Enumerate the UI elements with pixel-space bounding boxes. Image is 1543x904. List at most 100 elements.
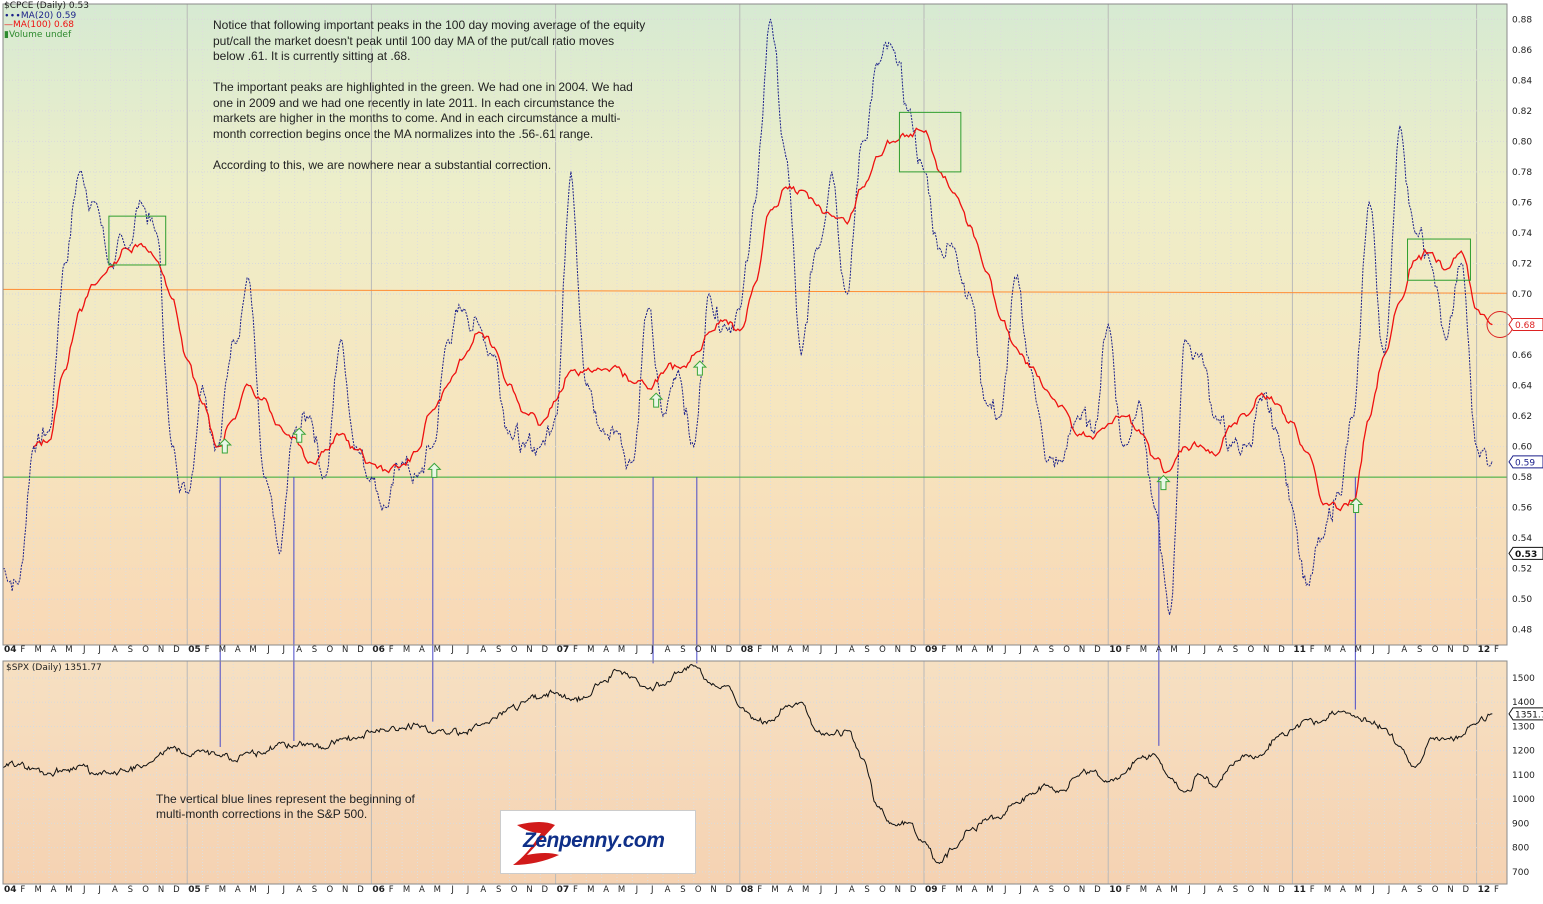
time-axis-label: A [296,885,302,895]
time-axis-label: 05 [188,885,201,895]
spx-point [1046,784,1048,786]
spx-point [1092,770,1094,772]
top-y-tick-label: 0.60 [1512,443,1532,453]
time-axis-label: F [757,645,762,655]
ma100-point [1015,346,1017,348]
time-axis-label: J [97,885,101,895]
bottom-y-tick-label: 1200 [1512,747,1535,757]
spx-point [416,723,418,725]
ma20-point [1245,446,1247,448]
time-axis-label: J [1371,885,1375,895]
top-y-tick-label: 0.80 [1512,137,1532,147]
ma100-point [493,346,495,348]
ma20-point [217,446,219,448]
spx-point [1414,766,1416,768]
bottom-y-tick-label: 1400 [1512,698,1535,708]
ma20-point [1414,232,1416,234]
ma20-point [708,293,710,295]
ma100-point [109,265,112,268]
ma100-point [1399,301,1401,303]
time-axis-label: O [1432,885,1439,895]
time-axis-label: N [526,885,532,895]
bottom-y-tick-label: 1300 [1512,722,1535,732]
spx-point [831,733,833,735]
ma100-point [1046,389,1048,391]
time-axis-label: M [249,885,256,895]
spx-point [1337,710,1339,712]
ma100-point [723,319,726,321]
spx-point [1291,729,1293,731]
time-axis-label: 10 [1109,885,1122,895]
time-axis-label: M [65,885,72,895]
ma20-point [248,278,250,280]
time-axis-label: O [142,885,149,895]
time-axis-label: F [1310,885,1315,895]
ma20-point [79,171,81,173]
time-axis-label: M [1170,885,1177,895]
spx-point [294,745,296,747]
spx-point [1445,738,1447,740]
time-axis-label: A [787,645,793,655]
ma20-point [109,262,111,264]
value-tag-text: 0.59 [1515,458,1535,468]
spx-point [585,696,587,698]
time-axis-label: D [541,645,548,655]
annotation-spx: The vertical blue lines represent the be… [156,792,415,821]
ma100-point [462,357,465,359]
spx-point [739,707,741,709]
ma100-point [1276,403,1278,405]
time-axis-label: J [1387,645,1391,655]
ma100-point [1414,259,1416,261]
time-axis-label: F [1494,645,1499,655]
legend-ma100-label: MA(100) 0.68 [13,20,75,31]
ma100-point [294,436,296,439]
value-tag-text: 0.53 [1515,550,1537,560]
time-axis-label: S [1049,885,1054,895]
green-arrows [217,360,1364,513]
time-axis-label: 09 [925,885,938,895]
spx-point [708,682,710,684]
ma20-point [1291,507,1293,509]
time-axis-label: N [1079,645,1085,655]
time-axis-label: M [35,885,42,895]
time-axis-label: S [1049,645,1054,655]
spx-point [601,681,603,683]
time-axis-label: 08 [741,885,754,895]
time-axis-label: M [35,645,42,655]
ma20-point [1169,613,1171,615]
spx-point [63,769,65,771]
ma100-point [585,369,587,371]
time-axis-label: M [249,645,256,655]
ma20-point [278,552,280,554]
value-tag-box [1508,707,1543,721]
ma100-point [1215,455,1217,457]
ma100-point [1261,392,1263,394]
ma20-point [631,461,633,463]
time-axis-label: S [312,645,317,655]
spx-point [156,756,157,758]
spx-point [140,767,142,769]
time-axis-label: N [1263,645,1269,655]
top-y-tick-label: 0.74 [1512,229,1532,239]
ma20-point [1337,491,1339,493]
spx-point [892,823,894,825]
spx-point [647,688,649,690]
ma100-point [524,412,526,414]
time-axis-label: D [1094,645,1101,655]
value-tag-text: 1351.7 [1515,710,1543,720]
spx-point [125,770,127,772]
time-axis-label: A [603,885,609,895]
ma100-point [831,215,833,217]
time-axis-label: J [834,885,838,895]
time-axis-label: 09 [925,645,938,655]
time-axis-label: O [1063,885,1070,895]
ma100-point [232,418,234,420]
time-axis-label: A [235,645,241,655]
spx-point [1123,773,1125,775]
time-axis-label: A [112,885,118,895]
ma20-point [401,461,403,463]
bottom-y-tick-label: 1500 [1512,674,1535,684]
time-axis-label: J [1003,885,1007,895]
time-axis-label: J [635,885,639,895]
spx-point [524,701,526,703]
